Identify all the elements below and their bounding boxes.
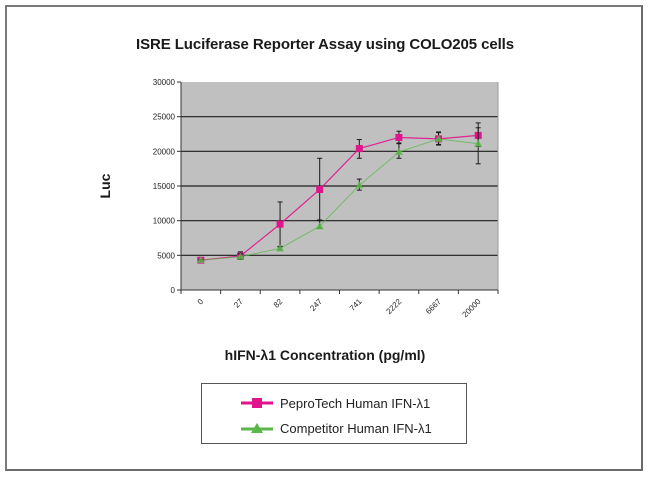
triangle-marker-icon xyxy=(434,134,443,142)
legend-item-competitor: Competitor Human IFN-λ1 xyxy=(202,418,432,438)
data-series xyxy=(196,122,483,264)
triangle-marker-icon xyxy=(236,252,245,260)
legend-label: PeproTech Human IFN-λ1 xyxy=(280,395,431,411)
x-tick-label: 0 xyxy=(196,297,206,307)
series-competitor xyxy=(196,127,483,264)
triangle-marker-icon xyxy=(394,148,403,156)
square-marker-icon xyxy=(355,145,363,153)
square-marker-icon xyxy=(241,398,273,408)
gridlines xyxy=(181,116,498,256)
triangle-marker-icon xyxy=(474,139,483,147)
chart-title: ISRE Luciferase Reporter Assay using COL… xyxy=(136,36,514,53)
y-tick-label: 5000 xyxy=(157,251,175,260)
square-marker-icon xyxy=(395,133,403,141)
triangle-marker-icon xyxy=(276,244,285,252)
legend-item-peprotech: PeproTech Human IFN-λ1 xyxy=(202,393,430,413)
x-axis-label: hIFN-λ1 Concentration (pg/ml) xyxy=(224,347,426,363)
triangle-marker-icon xyxy=(196,256,205,264)
square-marker-icon xyxy=(316,185,324,193)
y-tick-label: 0 xyxy=(171,286,176,295)
square-marker-icon xyxy=(276,220,284,228)
legend: PeproTech Human IFN-λ1 Competitor Human … xyxy=(201,383,467,444)
y-tick-label: 30000 xyxy=(153,78,176,87)
y-tick-label: 15000 xyxy=(153,182,176,191)
legend-label: Competitor Human IFN-λ1 xyxy=(280,420,432,436)
triangle-marker-icon xyxy=(241,423,273,433)
triangle-marker-icon xyxy=(315,222,324,230)
y-tick-label: 25000 xyxy=(153,113,176,122)
y-tick-label: 10000 xyxy=(153,217,176,226)
y-tick-label: 20000 xyxy=(153,147,176,156)
triangle-marker-icon xyxy=(355,181,364,189)
y-axis: 0 5000 10000 15000 20000 25000 30000 xyxy=(153,78,499,295)
